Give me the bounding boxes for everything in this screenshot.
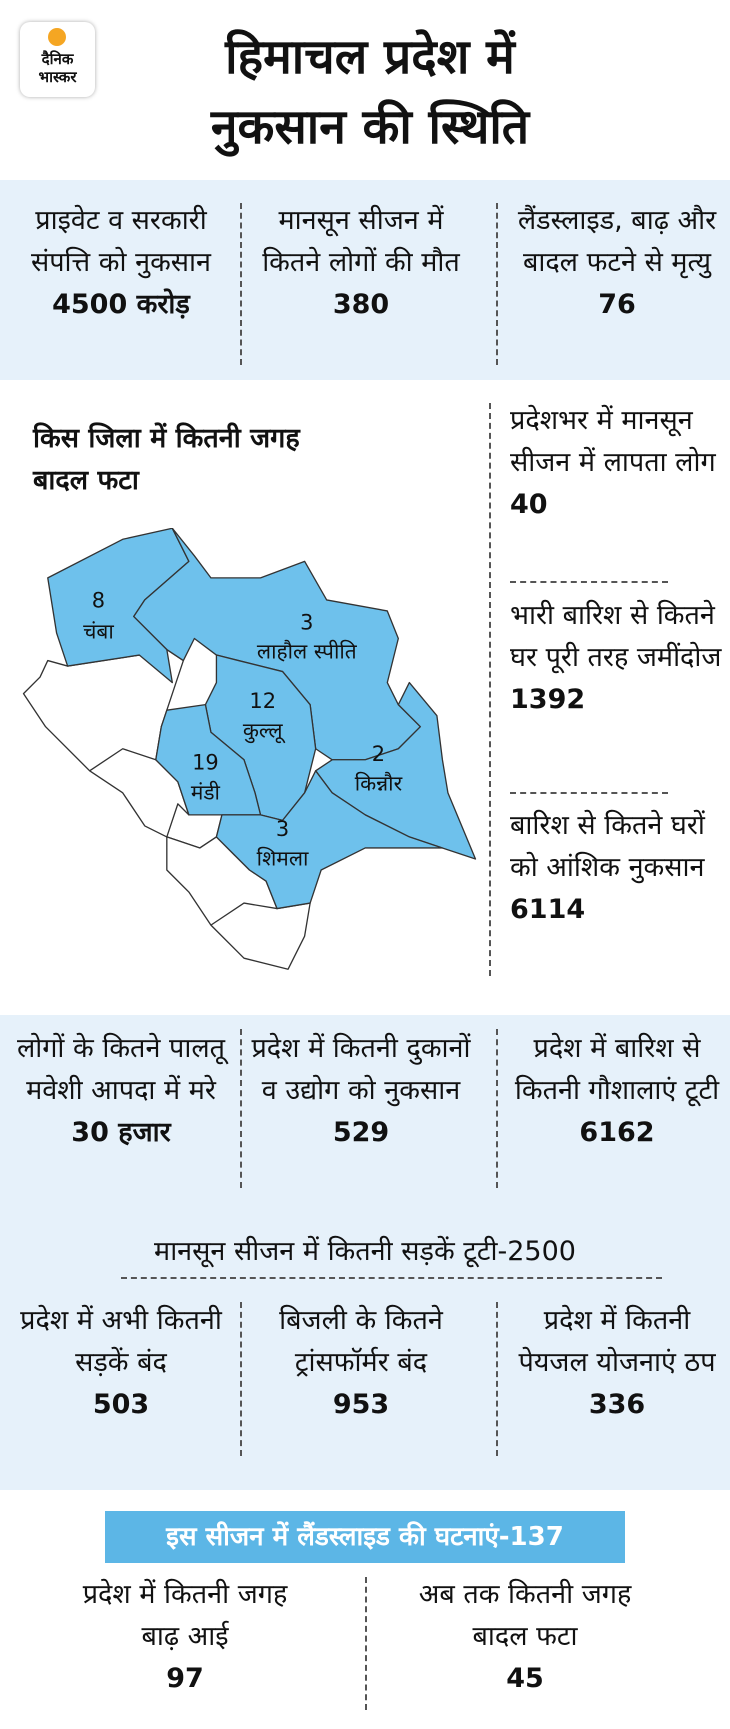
stat-value: 336: [588, 1389, 646, 1420]
stat: लोगों के कितने पालतू मवेशी आपदा में मरे 3…: [10, 1028, 232, 1154]
landslide-banner: इस सीजन में लैंडस्लाइड की घटनाएं-137: [105, 1511, 625, 1563]
divider: [496, 203, 498, 365]
middle-band: [0, 1015, 730, 1490]
stat-value: 97: [166, 1663, 204, 1694]
stat-value: 30 हजार: [71, 1117, 171, 1148]
stat-value: 6114: [510, 894, 586, 925]
stat-value: 76: [598, 289, 636, 320]
district-count: 8: [92, 589, 105, 613]
stat-value: 6162: [579, 1117, 655, 1148]
stat: प्रदेश में कितनी दुकानों व उद्योग को नुक…: [250, 1028, 472, 1154]
stat-value: 529: [332, 1117, 390, 1148]
stat-label: लोगों के कितने पालतू मवेशी आपदा में मरे: [16, 1033, 226, 1106]
stat-label: प्रदेश में कितनी जगह बाढ़ आई: [82, 1579, 288, 1652]
stat: बिजली के कितने ट्रांसफॉर्मर बंद 953: [250, 1300, 472, 1426]
stat-value: 40: [510, 489, 548, 520]
title: हिमाचल प्रदेश में नुकसान की स्थिति: [210, 29, 530, 155]
stat: मानसून सीजन में कितने लोगों की मौत 380: [250, 200, 472, 326]
roads-total: मानसून सीजन में कितनी सड़कें टूटी-2500: [154, 1236, 576, 1267]
stat-value: 4500 करोड़: [52, 289, 190, 320]
border: [89, 748, 157, 772]
divider: [510, 581, 668, 583]
divider: [489, 403, 491, 976]
map-title: किस जिला में कितनी जगह बादल फटा: [33, 423, 300, 496]
stat-value: 380: [332, 289, 390, 320]
divider: [496, 1029, 498, 1188]
district-name: शिमला: [257, 847, 309, 871]
district-name: किन्नौर: [355, 772, 403, 796]
stat-label: प्रदेश में अभी कितनी सड़कें बंद: [20, 1305, 222, 1378]
district-count: 12: [249, 689, 276, 713]
district-name: कुल्लू: [243, 719, 286, 744]
district-shape: [215, 770, 444, 910]
stat-value: 503: [92, 1389, 150, 1420]
divider: [240, 1302, 242, 1456]
divider: [121, 1277, 662, 1279]
divider: [365, 1577, 367, 1710]
district-count: 2: [372, 742, 385, 766]
stat: प्रदेश में अभी कितनी सड़कें बंद 503: [10, 1300, 232, 1426]
stat-label: प्राइवेट व सरकारी संपत्ति को नुकसान: [30, 205, 212, 278]
stat: प्रदेश में कितनी जगह बाढ़ आई 97: [60, 1574, 310, 1700]
stat-label: बिजली के कितने ट्रांसफॉर्मर बंद: [279, 1305, 443, 1378]
top-band: [0, 180, 730, 380]
stat: प्राइवेट व सरकारी संपत्ति को नुकसान 4500 …: [10, 200, 232, 326]
stat-label: अब तक कितनी जगह बादल फटा: [418, 1579, 632, 1652]
stat-label: प्रदेश में कितनी पेयजल योजनाएं ठप: [518, 1305, 716, 1378]
stat-label: भारी बारिश से कितने घर पूरी तरह जमींदोज: [510, 600, 722, 673]
stat: प्रदेशभर में मानसून सीजन में लापता लोग 40: [510, 400, 725, 526]
stat: लैंडस्लाइड, बाढ़ और बादल फटने से मृत्यु 7…: [506, 200, 728, 326]
stat-value: 45: [506, 1663, 544, 1694]
divider: [496, 1302, 498, 1456]
district-count: 19: [192, 751, 219, 775]
logo-text: दैनिक भास्कर: [38, 50, 77, 86]
logo: दैनिक भास्कर: [20, 22, 95, 97]
district-count: 3: [276, 817, 289, 841]
district-count: 3: [300, 611, 313, 635]
stat-label: लैंडस्लाइड, बाढ़ और बादल फटने से मृत्यु: [517, 205, 717, 278]
stat-value: 953: [332, 1389, 390, 1420]
district-name: चंबा: [83, 620, 114, 644]
stat-label: मानसून सीजन में कितने लोगों की मौत: [262, 205, 460, 278]
district-name: मंडी: [191, 780, 221, 804]
stat-label: प्रदेशभर में मानसून सीजन में लापता लोग: [510, 405, 716, 478]
stat-label: बारिश से कितने घरों को आंशिक नुकसान: [510, 810, 705, 883]
stat-label: प्रदेश में कितनी दुकानों व उद्योग को नुक…: [251, 1033, 471, 1106]
divider: [240, 203, 242, 365]
stat: भारी बारिश से कितने घर पूरी तरह जमींदोज 1…: [510, 595, 725, 721]
stat-value: 1392: [510, 684, 586, 715]
divider: [510, 792, 668, 794]
map: 8 चंबा 3 लाहौल स्पीति 12 कुल्लू 19 मंडी …: [22, 528, 477, 970]
district-name: लाहौल स्पीति: [257, 639, 358, 663]
stat: अब तक कितनी जगह बादल फटा 45: [400, 1574, 650, 1700]
divider: [240, 1029, 242, 1188]
stat-label: प्रदेश में बारिश से कितनी गौशालाएं टूटी: [514, 1033, 720, 1106]
stat: बारिश से कितने घरों को आंशिक नुकसान 6114: [510, 805, 725, 931]
border: [210, 902, 278, 926]
border: [166, 803, 190, 838]
stat: प्रदेश में कितनी पेयजल योजनाएं ठप 336: [506, 1300, 728, 1426]
stat: प्रदेश में बारिश से कितनी गौशालाएं टूटी 6…: [506, 1028, 728, 1154]
